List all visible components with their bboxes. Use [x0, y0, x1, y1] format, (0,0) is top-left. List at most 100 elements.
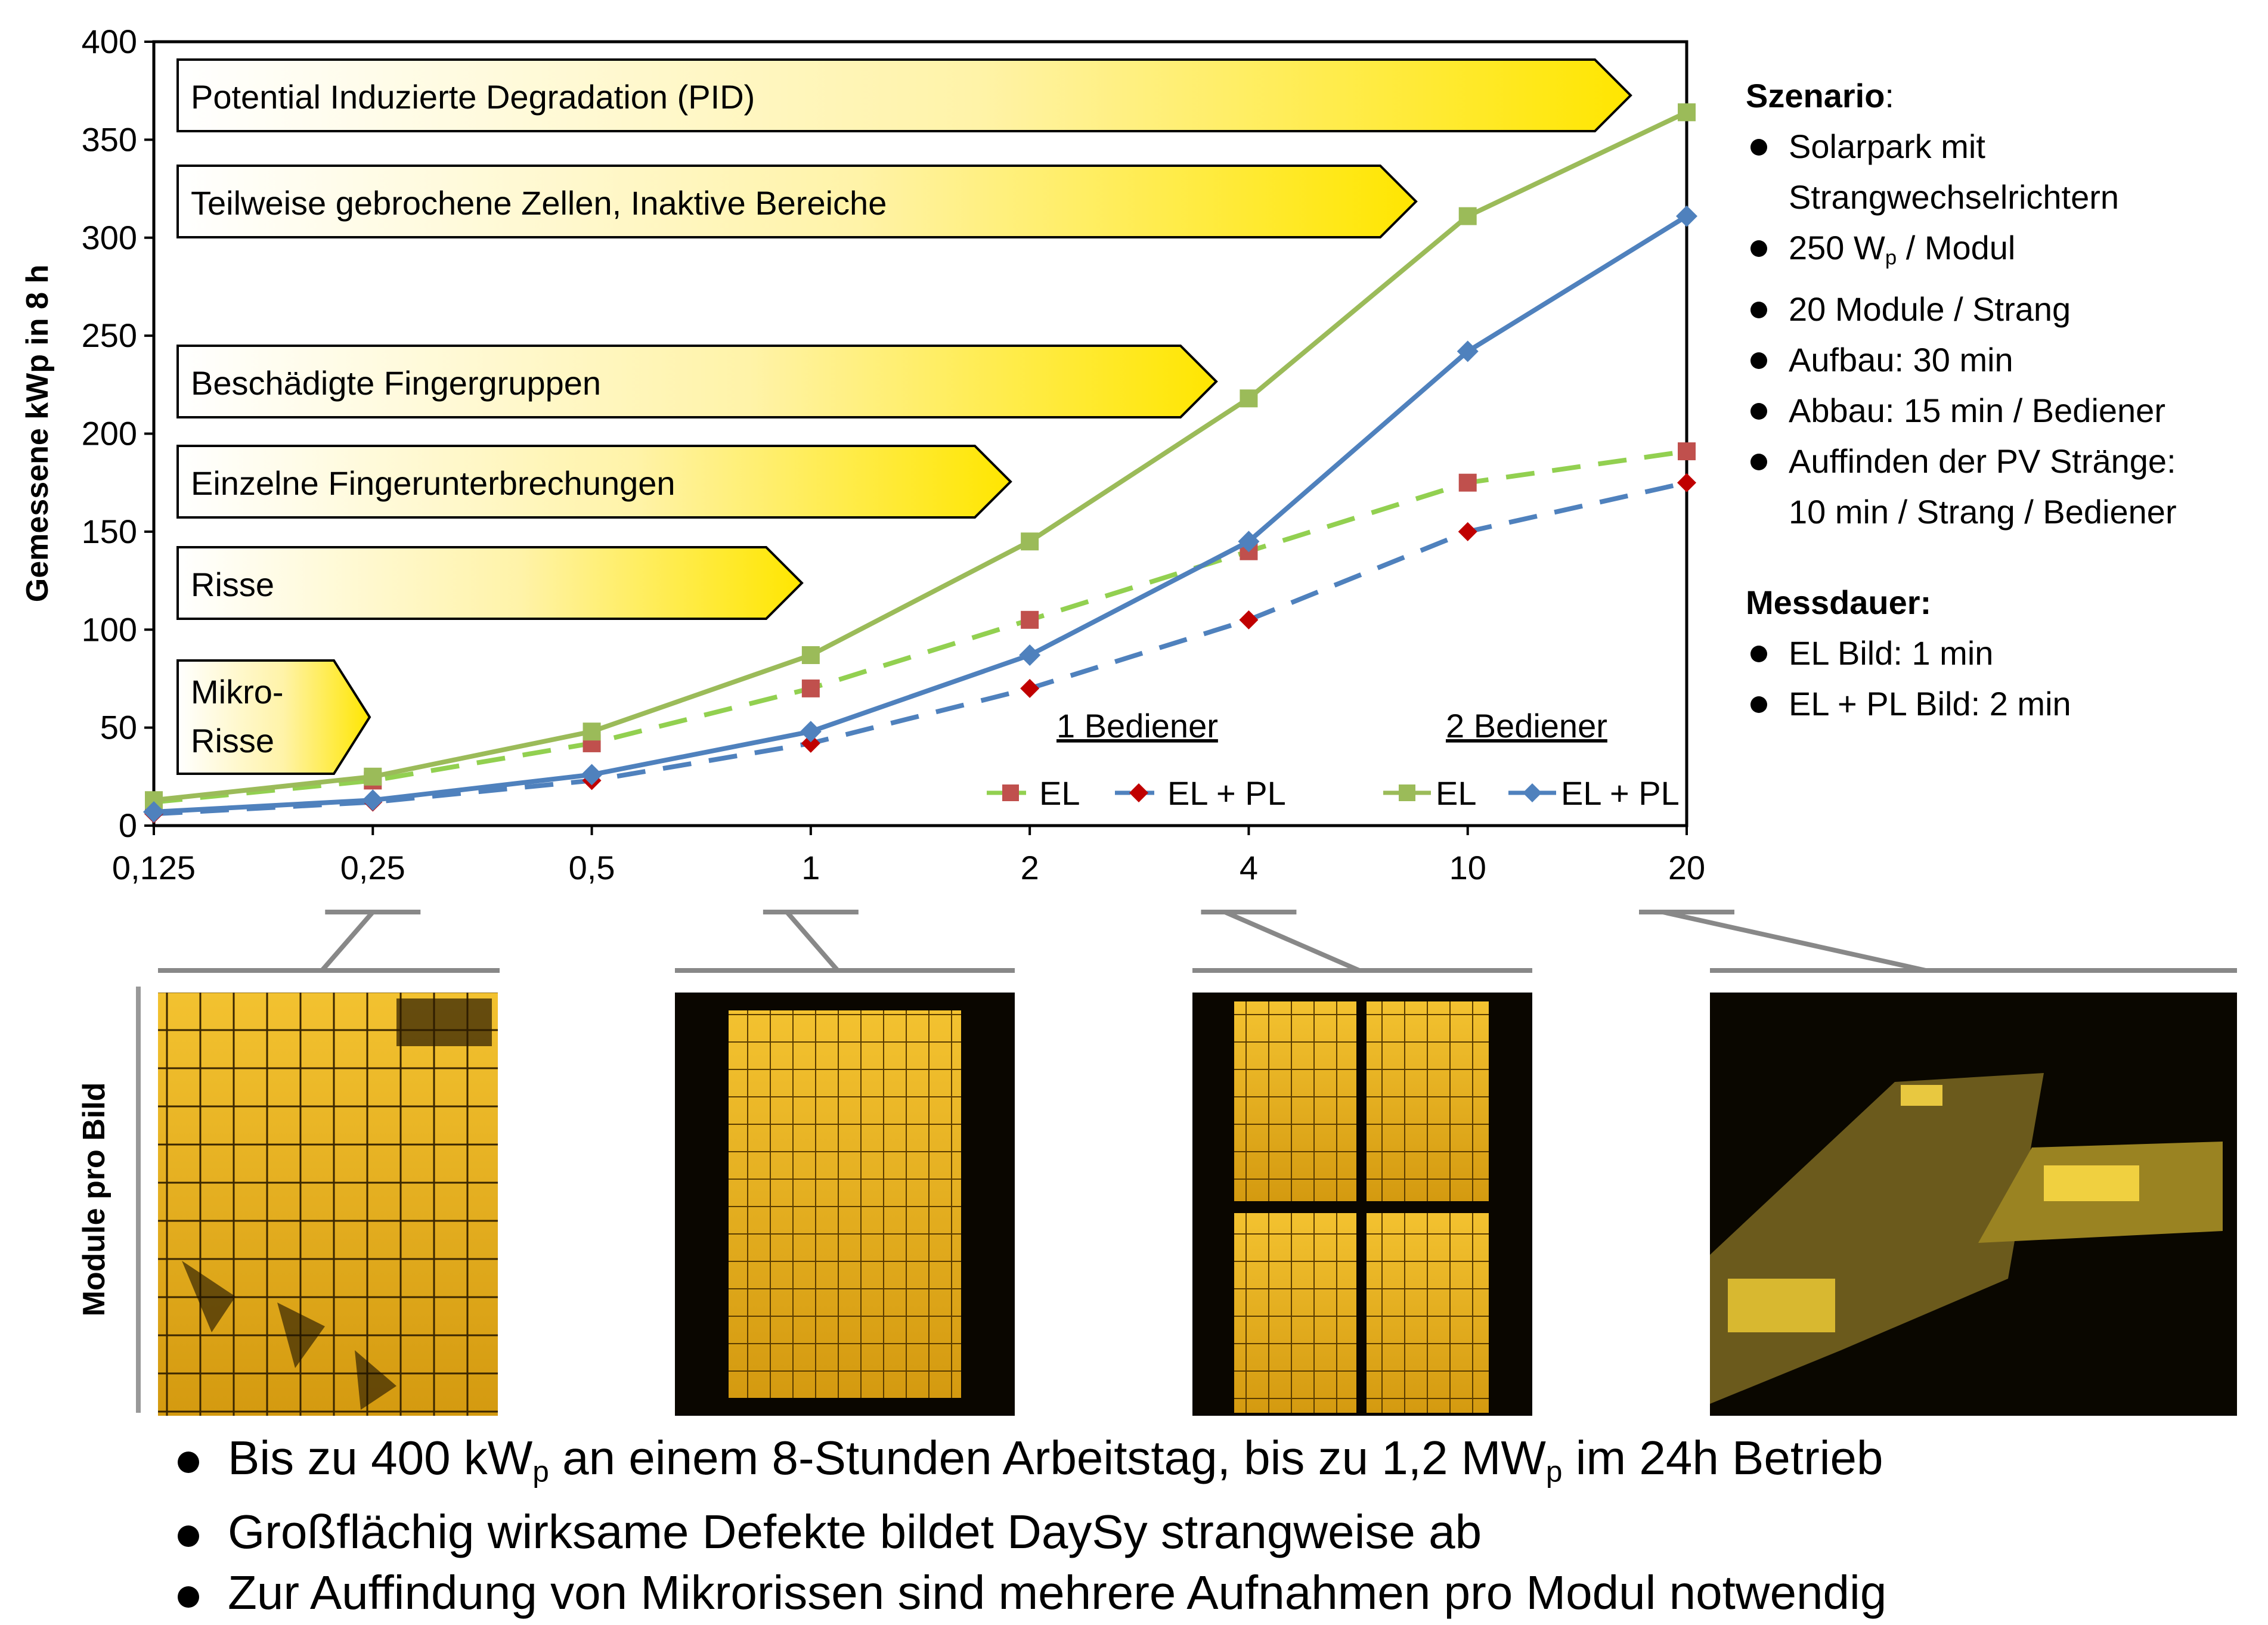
el-photo-cells: [729, 1010, 961, 1398]
el-photo-hotspot: [1728, 1279, 1835, 1332]
y-tick-label: 150: [82, 513, 137, 550]
defect-arrow-label: Beschädigte Fingergruppen: [191, 364, 601, 402]
y-tick-label: 50: [100, 709, 137, 746]
scenario-item: 20 Module / Strang: [1746, 284, 2177, 334]
series-line: [153, 449, 1687, 805]
legend-entry-label: EL: [1436, 774, 1477, 812]
scenario-item: Auffinden der PV Stränge: 10 min / Strang…: [1746, 436, 2177, 537]
legend-swatch-marker: [1002, 784, 1019, 801]
data-point: [1458, 473, 1477, 492]
legend-swatch-marker: [1523, 783, 1542, 802]
photo-axis-label: Module pro Bild: [77, 1083, 111, 1317]
defect-arrow-label-line: Potential Induzierte Degradation (PID): [191, 78, 755, 116]
data-point: [1020, 678, 1040, 698]
summary-bullet: Zur Auffindung von Mikrorissen sind mehr…: [173, 1562, 1886, 1623]
scenario-heading: Szenario: [1746, 77, 1885, 114]
y-tick-label: 200: [82, 415, 137, 452]
el-photo-hotspot: [1901, 1085, 1942, 1106]
y-tick-label: 250: [82, 317, 137, 354]
el-photo-cells: [1367, 1001, 1489, 1201]
defect-arrow-label: Mikro- Risse: [191, 673, 284, 759]
el-photo-cells: [1367, 1213, 1489, 1413]
defect-arrow-label-line: Mikro-: [191, 673, 284, 711]
series-line: [153, 214, 1688, 814]
defect-arrow-label-line: Risse: [191, 566, 274, 603]
legend-entry-label: EL + PL: [1167, 774, 1286, 812]
defect-arrow: [176, 659, 371, 775]
defect-arrow: [176, 546, 804, 620]
data-point: [1021, 610, 1039, 629]
series-line: [153, 480, 1687, 817]
el-photo-defect: [182, 1261, 396, 1410]
defect-arrow-label: Potential Induzierte Degradation (PID): [191, 78, 755, 116]
x-axis: 0,125 0,25 0,5 1 2 4 10 20: [112, 826, 1705, 886]
duration-panel: Messdauer: EL Bild: 1 min EL + PL Bild: …: [1746, 577, 2071, 729]
y-tick-label: 300: [82, 219, 137, 256]
connector-diagonal: [1223, 910, 1361, 973]
x-tick-label: 10: [1449, 849, 1486, 886]
defect-arrow-label-line: Einzelne Fingerunterbrechungen: [191, 464, 676, 502]
x-tick-label: 0,125: [112, 849, 196, 886]
data-point: [362, 789, 384, 811]
connector-diagonal: [320, 910, 375, 972]
defect-arrow-label-line: Risse: [191, 722, 274, 759]
legend-entry-label: EL: [1039, 774, 1080, 812]
defect-arrow: [176, 345, 1218, 418]
data-point: [1458, 207, 1477, 225]
photo-connectors: [158, 910, 2237, 973]
y-tick-label: 100: [82, 610, 137, 648]
duration-item: EL + PL Bild: 2 min: [1746, 678, 2071, 729]
data-point: [1677, 473, 1696, 492]
defect-arrow-label: Risse: [191, 566, 274, 603]
data-point: [1676, 205, 1697, 227]
data-point: [1021, 532, 1039, 551]
legend-group-label: 1 Bediener: [1056, 707, 1218, 745]
scenario-item: Abbau: 15 min / Bediener: [1746, 385, 2177, 436]
y-tick-label: 400: [82, 23, 137, 60]
defect-arrow-label: Einzelne Fingerunterbrechungen: [191, 464, 676, 502]
defect-arrow-label-line: Teilweise gebrochene Zellen, Inaktive Be…: [191, 184, 887, 222]
connector-diagonal: [1662, 910, 1926, 973]
photo-strip: [158, 993, 2237, 1416]
defect-arrow-label-line: Beschädigte Fingergruppen: [191, 364, 601, 402]
x-tick-label: 4: [1240, 849, 1258, 886]
data-point: [581, 764, 603, 786]
data-point: [801, 733, 820, 753]
summary-bullets: Bis zu 400 kWp an einem 8-Stunden Arbeit…: [173, 1428, 1886, 1623]
scenario-panel: Szenario: Solarpark mit Strangwechselrich…: [1746, 70, 2177, 537]
defect-arrow: [176, 58, 1632, 132]
series-line: [153, 110, 1688, 803]
data-point: [583, 722, 601, 741]
legend-entry-label: EL + PL: [1561, 774, 1680, 812]
connector-diagonal: [785, 910, 840, 972]
el-photo-hotspot: [2044, 1165, 2139, 1201]
legend: 1 Bediener 2 Bediener EL EL + PL EL EL + PL: [987, 707, 1680, 812]
data-point: [143, 801, 165, 823]
legend-swatch-marker: [1399, 784, 1415, 801]
scenario-item: Aufbau: 30 min: [1746, 334, 2177, 385]
x-tick-label: 0,5: [569, 849, 615, 886]
y-axis: 0 50 100 150 200 250 300 350 400: [82, 23, 154, 844]
duration-heading: Messdauer:: [1746, 584, 1932, 621]
data-point: [1019, 644, 1041, 666]
data-point: [1457, 340, 1479, 362]
data-point: [1238, 531, 1260, 553]
data-point: [1678, 103, 1696, 122]
summary-bullet: Großflächig wirksame Defekte bildet DayS…: [173, 1502, 1886, 1562]
el-photo-defect: [396, 998, 492, 1046]
legend-swatch-marker: [1129, 783, 1148, 802]
x-tick-label: 0,25: [340, 849, 405, 886]
data-point: [364, 767, 382, 786]
y-tick-label: 350: [82, 120, 137, 158]
x-tick-label: 1: [801, 849, 820, 886]
data-point: [801, 646, 820, 664]
data-point: [1458, 522, 1477, 541]
el-photo-cells: [1234, 1001, 1356, 1201]
x-tick-label: 2: [1021, 849, 1039, 886]
scenario-item: 250 Wp / Modul: [1746, 222, 2177, 284]
y-axis-label: Gemessene kWp in 8 h: [20, 265, 55, 602]
defect-arrow: [176, 445, 1012, 519]
series-lines: [143, 103, 1697, 824]
data-point: [1239, 610, 1259, 629]
